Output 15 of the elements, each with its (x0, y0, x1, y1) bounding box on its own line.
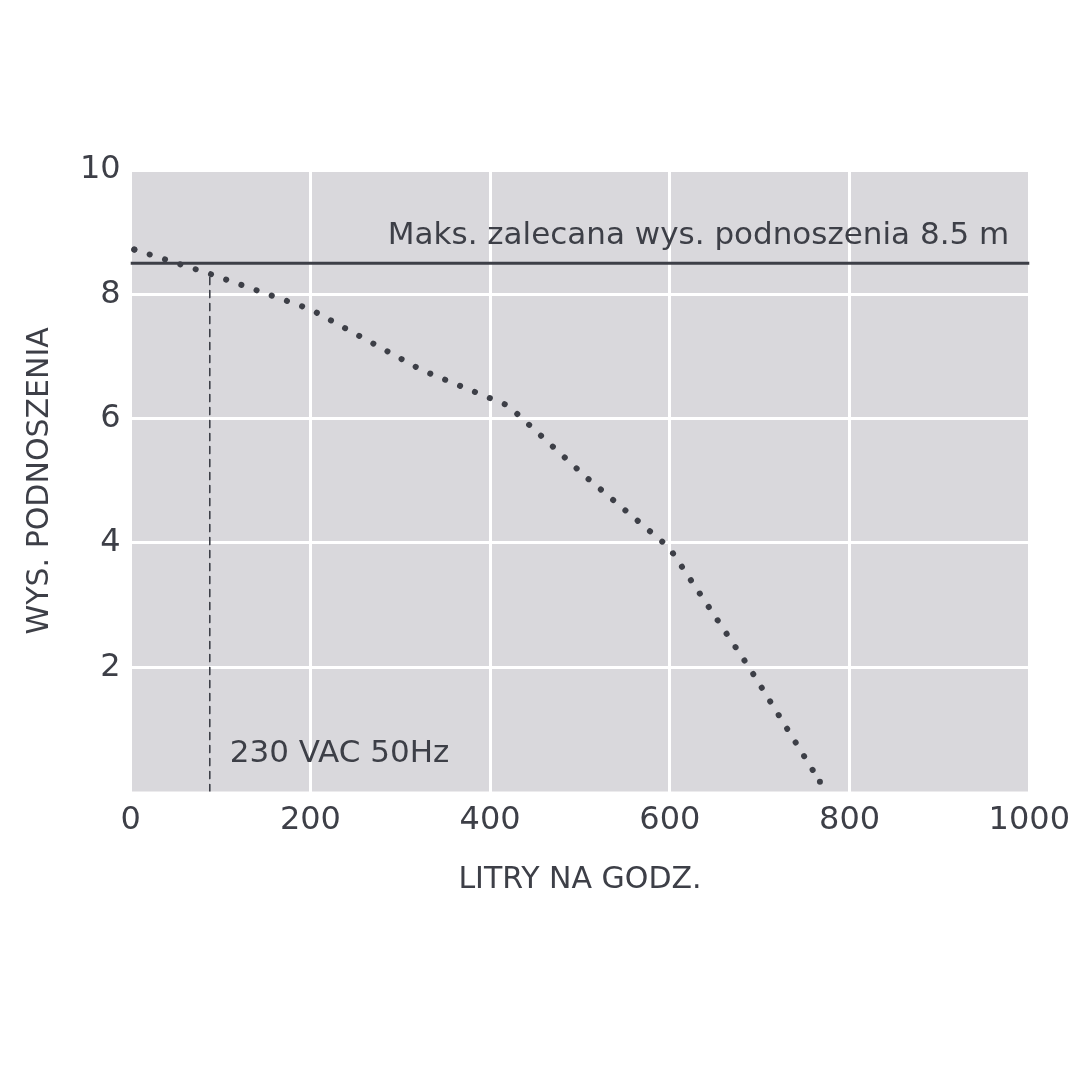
y-axis-title: WYS. PODNOSZENIA (19, 326, 55, 635)
y-tick-label: 2 (100, 645, 121, 684)
x-tick-label: 400 (459, 799, 521, 838)
y-tick-label: 8 (100, 272, 121, 311)
y-tick-label: 10 (80, 148, 121, 187)
x-axis-title: LITRY NA GODZ. (458, 859, 702, 895)
x-tick-label: 1000 (988, 799, 1070, 838)
x-tick-label: 800 (819, 799, 881, 838)
x-tick-label: 600 (639, 799, 701, 838)
y-tick-label: 4 (100, 521, 121, 560)
annotation: 230 VAC 50Hz (229, 733, 450, 770)
ref-line-label: Maks. zalecana wys. podnoszenia 8.5 m (387, 214, 1010, 251)
x-tick-label: 0 (120, 799, 141, 838)
y-tick-label: 6 (100, 396, 121, 435)
x-tick-label: 200 (279, 799, 341, 838)
